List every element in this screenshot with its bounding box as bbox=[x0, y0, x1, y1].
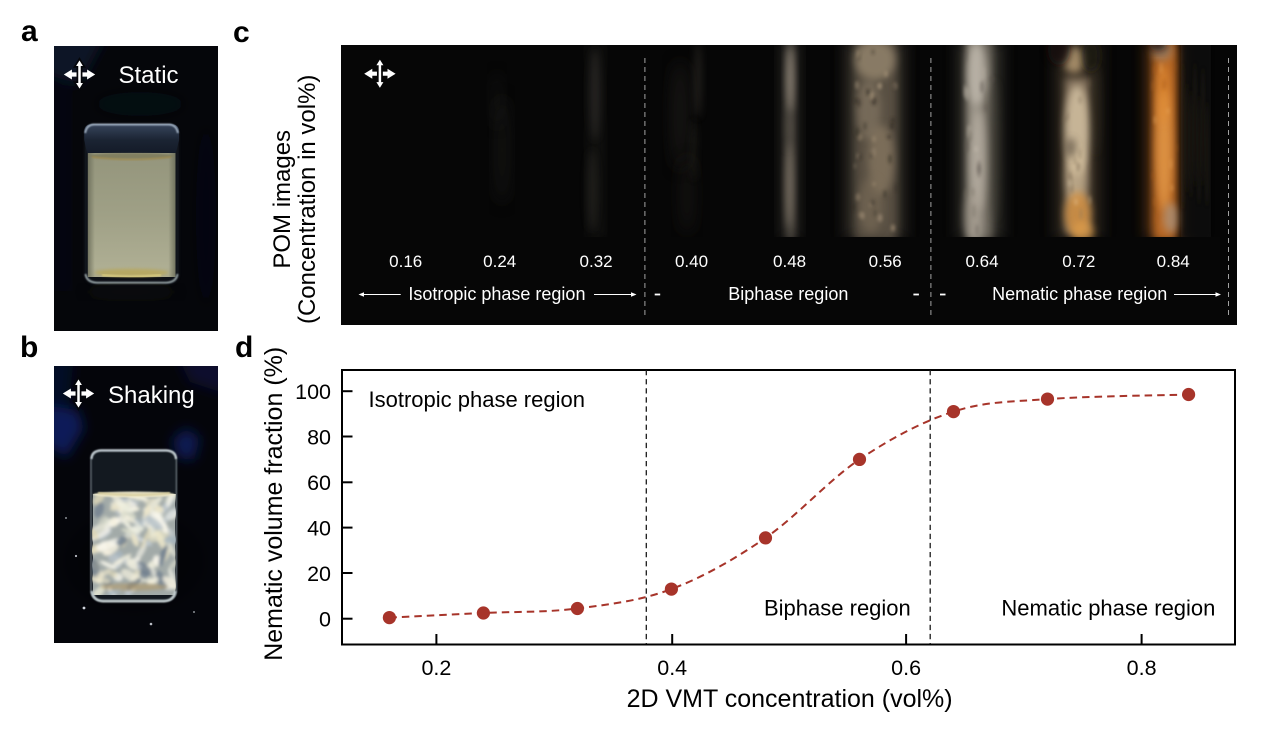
svg-text:40: 40 bbox=[307, 516, 331, 540]
svg-text:0: 0 bbox=[319, 608, 331, 632]
svg-text:POM images: POM images bbox=[269, 130, 296, 269]
svg-text:Isotropic phase region: Isotropic phase region bbox=[369, 387, 585, 412]
svg-text:Nematic phase region: Nematic phase region bbox=[992, 284, 1167, 304]
svg-text:60: 60 bbox=[307, 471, 331, 495]
svg-text:0.24: 0.24 bbox=[483, 252, 516, 271]
svg-text:0.72: 0.72 bbox=[1062, 252, 1095, 271]
svg-text:Static: Static bbox=[119, 62, 179, 89]
svg-text:Nematic volume fraction (%): Nematic volume fraction (%) bbox=[260, 347, 288, 661]
svg-text:Biphase region: Biphase region bbox=[728, 284, 848, 304]
svg-text:2D VMT concentration (vol%): 2D VMT concentration (vol%) bbox=[627, 685, 953, 713]
svg-text:0.4: 0.4 bbox=[657, 656, 687, 680]
svg-text:0.56: 0.56 bbox=[869, 252, 902, 271]
svg-text:Nematic phase region: Nematic phase region bbox=[1001, 595, 1215, 620]
svg-text:0.6: 0.6 bbox=[891, 656, 921, 680]
svg-text:Isotropic phase region: Isotropic phase region bbox=[408, 284, 585, 304]
svg-text:(Concentration in vol%): (Concentration in vol%) bbox=[294, 75, 321, 324]
svg-text:0.40: 0.40 bbox=[675, 252, 708, 271]
svg-text:0.2: 0.2 bbox=[421, 656, 451, 680]
svg-text:80: 80 bbox=[307, 425, 331, 449]
svg-text:Biphase region: Biphase region bbox=[764, 595, 911, 620]
svg-text:Shaking: Shaking bbox=[108, 382, 195, 409]
svg-text:100: 100 bbox=[295, 380, 331, 404]
svg-text:0.64: 0.64 bbox=[965, 252, 998, 271]
svg-text:20: 20 bbox=[307, 562, 331, 586]
svg-text:0.48: 0.48 bbox=[773, 252, 806, 271]
svg-text:0.16: 0.16 bbox=[389, 252, 422, 271]
svg-text:0.8: 0.8 bbox=[1127, 656, 1157, 680]
svg-text:0.84: 0.84 bbox=[1157, 252, 1190, 271]
svg-text:0.32: 0.32 bbox=[580, 252, 613, 271]
